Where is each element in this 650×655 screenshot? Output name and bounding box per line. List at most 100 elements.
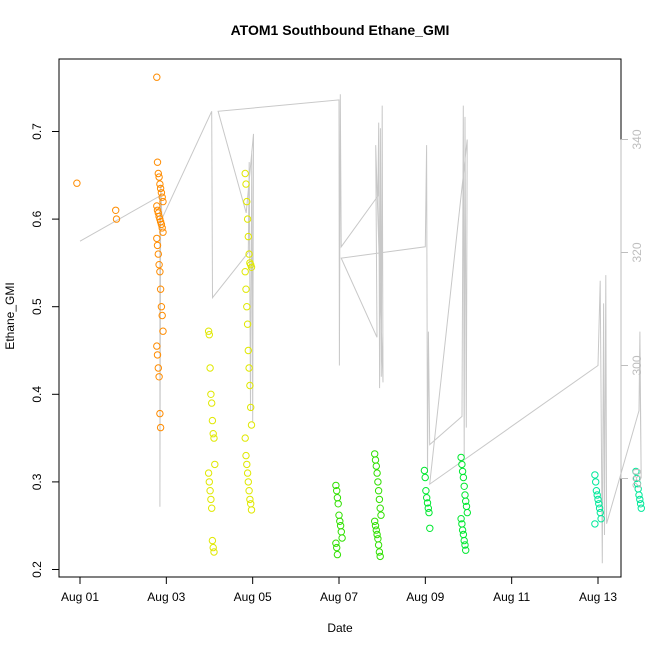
data-point-yellow [207, 390, 215, 398]
data-point-bright_green [421, 473, 429, 482]
data-point-green [336, 517, 344, 525]
y-tick-label: 0.3 [30, 473, 44, 490]
data-point-yellow [243, 320, 252, 328]
x-tick-label: Aug 01 [61, 590, 99, 604]
y-axis-label: Ethane_GMI [3, 282, 17, 349]
data-point-yellow [206, 487, 214, 495]
data-point-orange [153, 351, 162, 359]
data-point-yellow [208, 416, 217, 425]
data-point-orange [153, 234, 161, 243]
y-tick-label: 0.4 [30, 386, 44, 403]
data-point-yellow [247, 421, 256, 429]
data-point-bright_green [460, 482, 468, 490]
y-tick-label: 0.7 [30, 123, 44, 140]
x-tick-label: Aug 11 [493, 590, 530, 604]
data-point-green [332, 481, 340, 490]
data-point-orange [155, 261, 163, 269]
data-point-green [371, 522, 380, 530]
data-point-yellow [244, 478, 253, 486]
data-point-bright_green [461, 541, 469, 549]
data-point-yellow [241, 169, 249, 178]
data-point-orange [157, 303, 166, 311]
data-point-cyan_green [592, 478, 600, 486]
data-point-yellow [245, 250, 253, 258]
data-point-yellow [204, 469, 213, 477]
data-point-cyan_green [637, 504, 645, 512]
data-point-bright_green [457, 515, 465, 523]
data-point-yellow [243, 197, 251, 206]
data-point-orange [153, 202, 161, 210]
data-point-bright_green [422, 487, 430, 495]
data-point-yellow [247, 506, 256, 514]
data-point-orange [73, 179, 81, 187]
data-point-orange [154, 250, 163, 258]
data-point-bright_green [423, 499, 432, 507]
data-point-orange [156, 180, 164, 188]
data-point-yellow [210, 434, 218, 442]
data-point-bright_green [462, 546, 470, 554]
data-point-yellow [241, 434, 249, 442]
data-point-yellow [245, 487, 253, 495]
data-point-cyan_green [635, 491, 643, 499]
data-point-yellow [244, 232, 253, 241]
x-axis-label: Date [327, 621, 353, 635]
data-point-yellow [247, 403, 255, 412]
data-point-cyan_green [633, 480, 642, 488]
data-point-yellow [209, 543, 217, 552]
data-point-green [333, 550, 342, 559]
y2-tick-label: 280 [630, 468, 644, 488]
data-point-yellow [207, 495, 215, 504]
x-tick-label: Aug 05 [234, 590, 272, 604]
data-point-yellow [242, 451, 250, 460]
data-point-orange [154, 364, 163, 372]
data-point-yellow [243, 215, 252, 223]
data-point-yellow [210, 548, 218, 556]
data-point-yellow [243, 460, 251, 469]
data-point-green [338, 534, 346, 542]
data-point-green [333, 487, 341, 495]
data-point-yellow [211, 460, 219, 469]
y-tick-label: 0.2 [30, 561, 44, 578]
data-point-bright_green [458, 526, 467, 534]
data-point-yellow [205, 331, 214, 339]
scatter-points-layer [73, 73, 645, 561]
data-point-cyan_green [591, 471, 599, 479]
data-point-bright_green [423, 494, 431, 502]
data-point-bright_green [420, 466, 429, 475]
data-point-yellow [205, 478, 214, 486]
data-point-orange [153, 342, 161, 350]
data-point-green [376, 552, 384, 561]
data-point-yellow [242, 285, 250, 293]
data-point-yellow [243, 303, 251, 311]
data-point-yellow [208, 399, 216, 407]
data-point-yellow [208, 504, 216, 512]
x-tick-label: Aug 07 [320, 590, 358, 604]
data-point-orange [156, 184, 165, 193]
data-point-cyan_green [636, 495, 644, 504]
data-point-bright_green [424, 504, 432, 512]
data-point-yellow [247, 263, 256, 271]
data-point-green [374, 541, 383, 549]
data-point-orange [153, 73, 161, 81]
data-point-yellow [245, 364, 253, 372]
data-point-orange [159, 197, 167, 206]
data-point-bright_green [458, 460, 466, 469]
data-point-green [332, 539, 340, 547]
data-point-yellow [246, 495, 254, 504]
y2-tick-label: 320 [630, 242, 644, 262]
data-point-green [372, 462, 380, 470]
data-point-orange [154, 169, 163, 178]
y-tick-label: 0.6 [30, 210, 44, 227]
data-point-cyan_green [595, 504, 604, 512]
data-point-orange [156, 423, 165, 432]
data-point-yellow [206, 364, 214, 372]
data-point-bright_green [425, 508, 433, 517]
data-point-green [373, 469, 381, 477]
data-point-cyan_green [632, 467, 640, 476]
data-point-green [374, 478, 382, 486]
data-point-orange [156, 268, 164, 276]
data-point-green [374, 487, 383, 495]
